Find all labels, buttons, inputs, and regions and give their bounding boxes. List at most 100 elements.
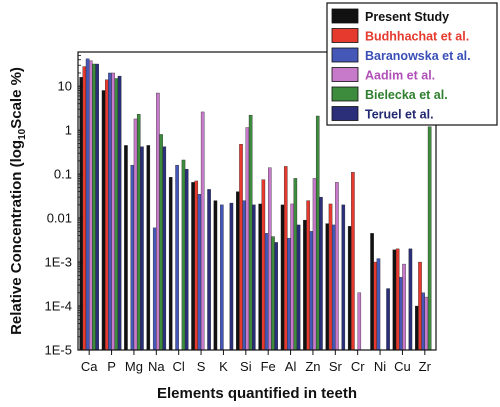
bar-mg-series-5 <box>136 114 141 351</box>
bar-cu-series-6 <box>408 248 413 351</box>
bar-zn-series-1 <box>303 219 307 351</box>
bar-fe-series-2 <box>261 179 266 351</box>
x-tick-label: Cu <box>394 359 411 374</box>
bar-s-series-6 <box>207 189 211 351</box>
legend-label: Budhhachat et al. <box>365 30 469 44</box>
bar-cr-series-4 <box>357 292 362 351</box>
bar-zr-series-2 <box>418 261 422 351</box>
bar-k-series-6 <box>229 202 234 351</box>
x-axis-title: Elements quantified in teeth <box>157 385 357 402</box>
bar-al-series-1 <box>280 204 285 351</box>
legend-swatch <box>331 106 359 121</box>
y-tick-label: 0.01 <box>47 211 72 226</box>
x-tick-label: S <box>197 359 206 374</box>
bar-s-series-2 <box>194 180 199 351</box>
bar-zr-series-4 <box>424 296 429 351</box>
y-tick-label: 0.1 <box>54 167 72 182</box>
x-tick-label: Na <box>148 359 165 374</box>
y-tick-label: 1E-4 <box>45 299 72 314</box>
bar-na-series-6 <box>162 146 167 351</box>
bar-s-series-1 <box>191 182 195 351</box>
bar-zn-series-3 <box>309 231 314 351</box>
bar-ca-series-4 <box>89 60 93 351</box>
bar-s-series-3 <box>197 194 202 351</box>
x-tick-label: Cr <box>351 359 365 374</box>
bar-cl-series-6 <box>184 168 189 351</box>
bar-zr-series-5 <box>427 126 432 351</box>
y-tick-label: 1E-3 <box>45 255 72 270</box>
bar-k-series-1 <box>213 200 218 351</box>
y-axis-title-part-1: Relative Concentration (log <box>8 140 25 335</box>
bar-al-series-4 <box>290 203 294 351</box>
x-tick-label: P <box>107 359 116 374</box>
bar-sr-series-4 <box>335 182 339 351</box>
bar-cu-series-2 <box>395 248 400 351</box>
bar-si-series-6 <box>252 204 256 351</box>
x-tick-label: Zn <box>305 359 320 374</box>
bar-zn-series-2 <box>306 200 310 351</box>
y-tick-label: 1E-5 <box>45 343 72 358</box>
bar-ni-series-6 <box>386 288 390 351</box>
bar-cr-series-2 <box>351 172 355 351</box>
bar-sr-series-1 <box>325 223 330 351</box>
x-tick-label: Sr <box>329 359 343 374</box>
bar-p-series-3 <box>108 72 112 351</box>
bar-cu-series-4 <box>402 263 406 351</box>
legend: Present Study Budhhachat et al. Baranowska… <box>326 2 498 126</box>
legend-swatch <box>331 86 359 102</box>
bars-group <box>79 58 432 351</box>
legend-label: Bielecka et al. <box>365 88 448 102</box>
y-axis-title-subscript: 10 <box>17 128 28 140</box>
bar-cu-series-3 <box>399 277 403 351</box>
bar-zn-series-6 <box>319 196 323 351</box>
bar-cr-series-1 <box>347 226 352 351</box>
x-tick-label: Cl <box>173 359 185 374</box>
bar-na-series-1 <box>146 145 151 351</box>
bar-p-series-2 <box>104 79 109 351</box>
x-tick-label: Ca <box>81 359 98 374</box>
bar-ni-series-1 <box>370 233 374 351</box>
legend-label: Present Study <box>365 10 449 24</box>
bar-cl-series-3 <box>175 164 179 351</box>
y-axis-title: Relative Concentration (log10Scale %) <box>8 67 28 335</box>
bar-si-series-2 <box>239 144 243 351</box>
x-tick-label: Zr <box>419 359 432 374</box>
bar-si-series-3 <box>242 200 246 351</box>
bar-sr-series-6 <box>341 204 346 351</box>
bar-ca-series-1 <box>79 77 83 351</box>
y-tick-label: 10 <box>58 79 72 94</box>
bar-si-series-4 <box>245 127 250 351</box>
bar-mg-series-4 <box>133 118 138 351</box>
bar-al-series-6 <box>296 224 301 351</box>
bar-na-series-5 <box>159 134 163 351</box>
bar-al-series-3 <box>287 237 291 351</box>
bar-al-series-2 <box>283 166 288 351</box>
bar-p-series-1 <box>101 90 106 351</box>
bar-ni-series-3 <box>376 258 381 351</box>
y-tick-label: 1 <box>65 123 72 138</box>
bar-ni-series-2 <box>373 261 378 351</box>
bar-fe-series-1 <box>258 203 262 351</box>
bar-cu-series-1 <box>392 249 397 351</box>
bar-fe-series-4 <box>268 167 272 351</box>
x-tick-label: K <box>219 359 228 374</box>
bar-zr-series-1 <box>415 305 419 351</box>
bar-p-series-5 <box>114 78 119 351</box>
legend-box <box>326 2 498 126</box>
bar-zr-series-3 <box>421 292 425 351</box>
bar-zn-series-5 <box>315 115 320 351</box>
bar-ca-series-5 <box>92 63 96 351</box>
bar-sr-series-3 <box>331 224 336 351</box>
bar-s-series-4 <box>200 111 205 351</box>
bar-mg-series-6 <box>140 146 144 351</box>
bar-fe-series-3 <box>264 233 269 351</box>
x-tick-label: Al <box>285 359 297 374</box>
y-axis-title-part-2: Scale %) <box>8 67 25 129</box>
legend-label: Aadim et al. <box>365 69 435 83</box>
x-tick-label: Mg <box>125 359 143 374</box>
bar-si-series-1 <box>236 191 240 351</box>
legend-swatch <box>331 67 359 82</box>
legend-swatch <box>331 47 359 63</box>
bar-ca-series-2 <box>82 66 87 351</box>
